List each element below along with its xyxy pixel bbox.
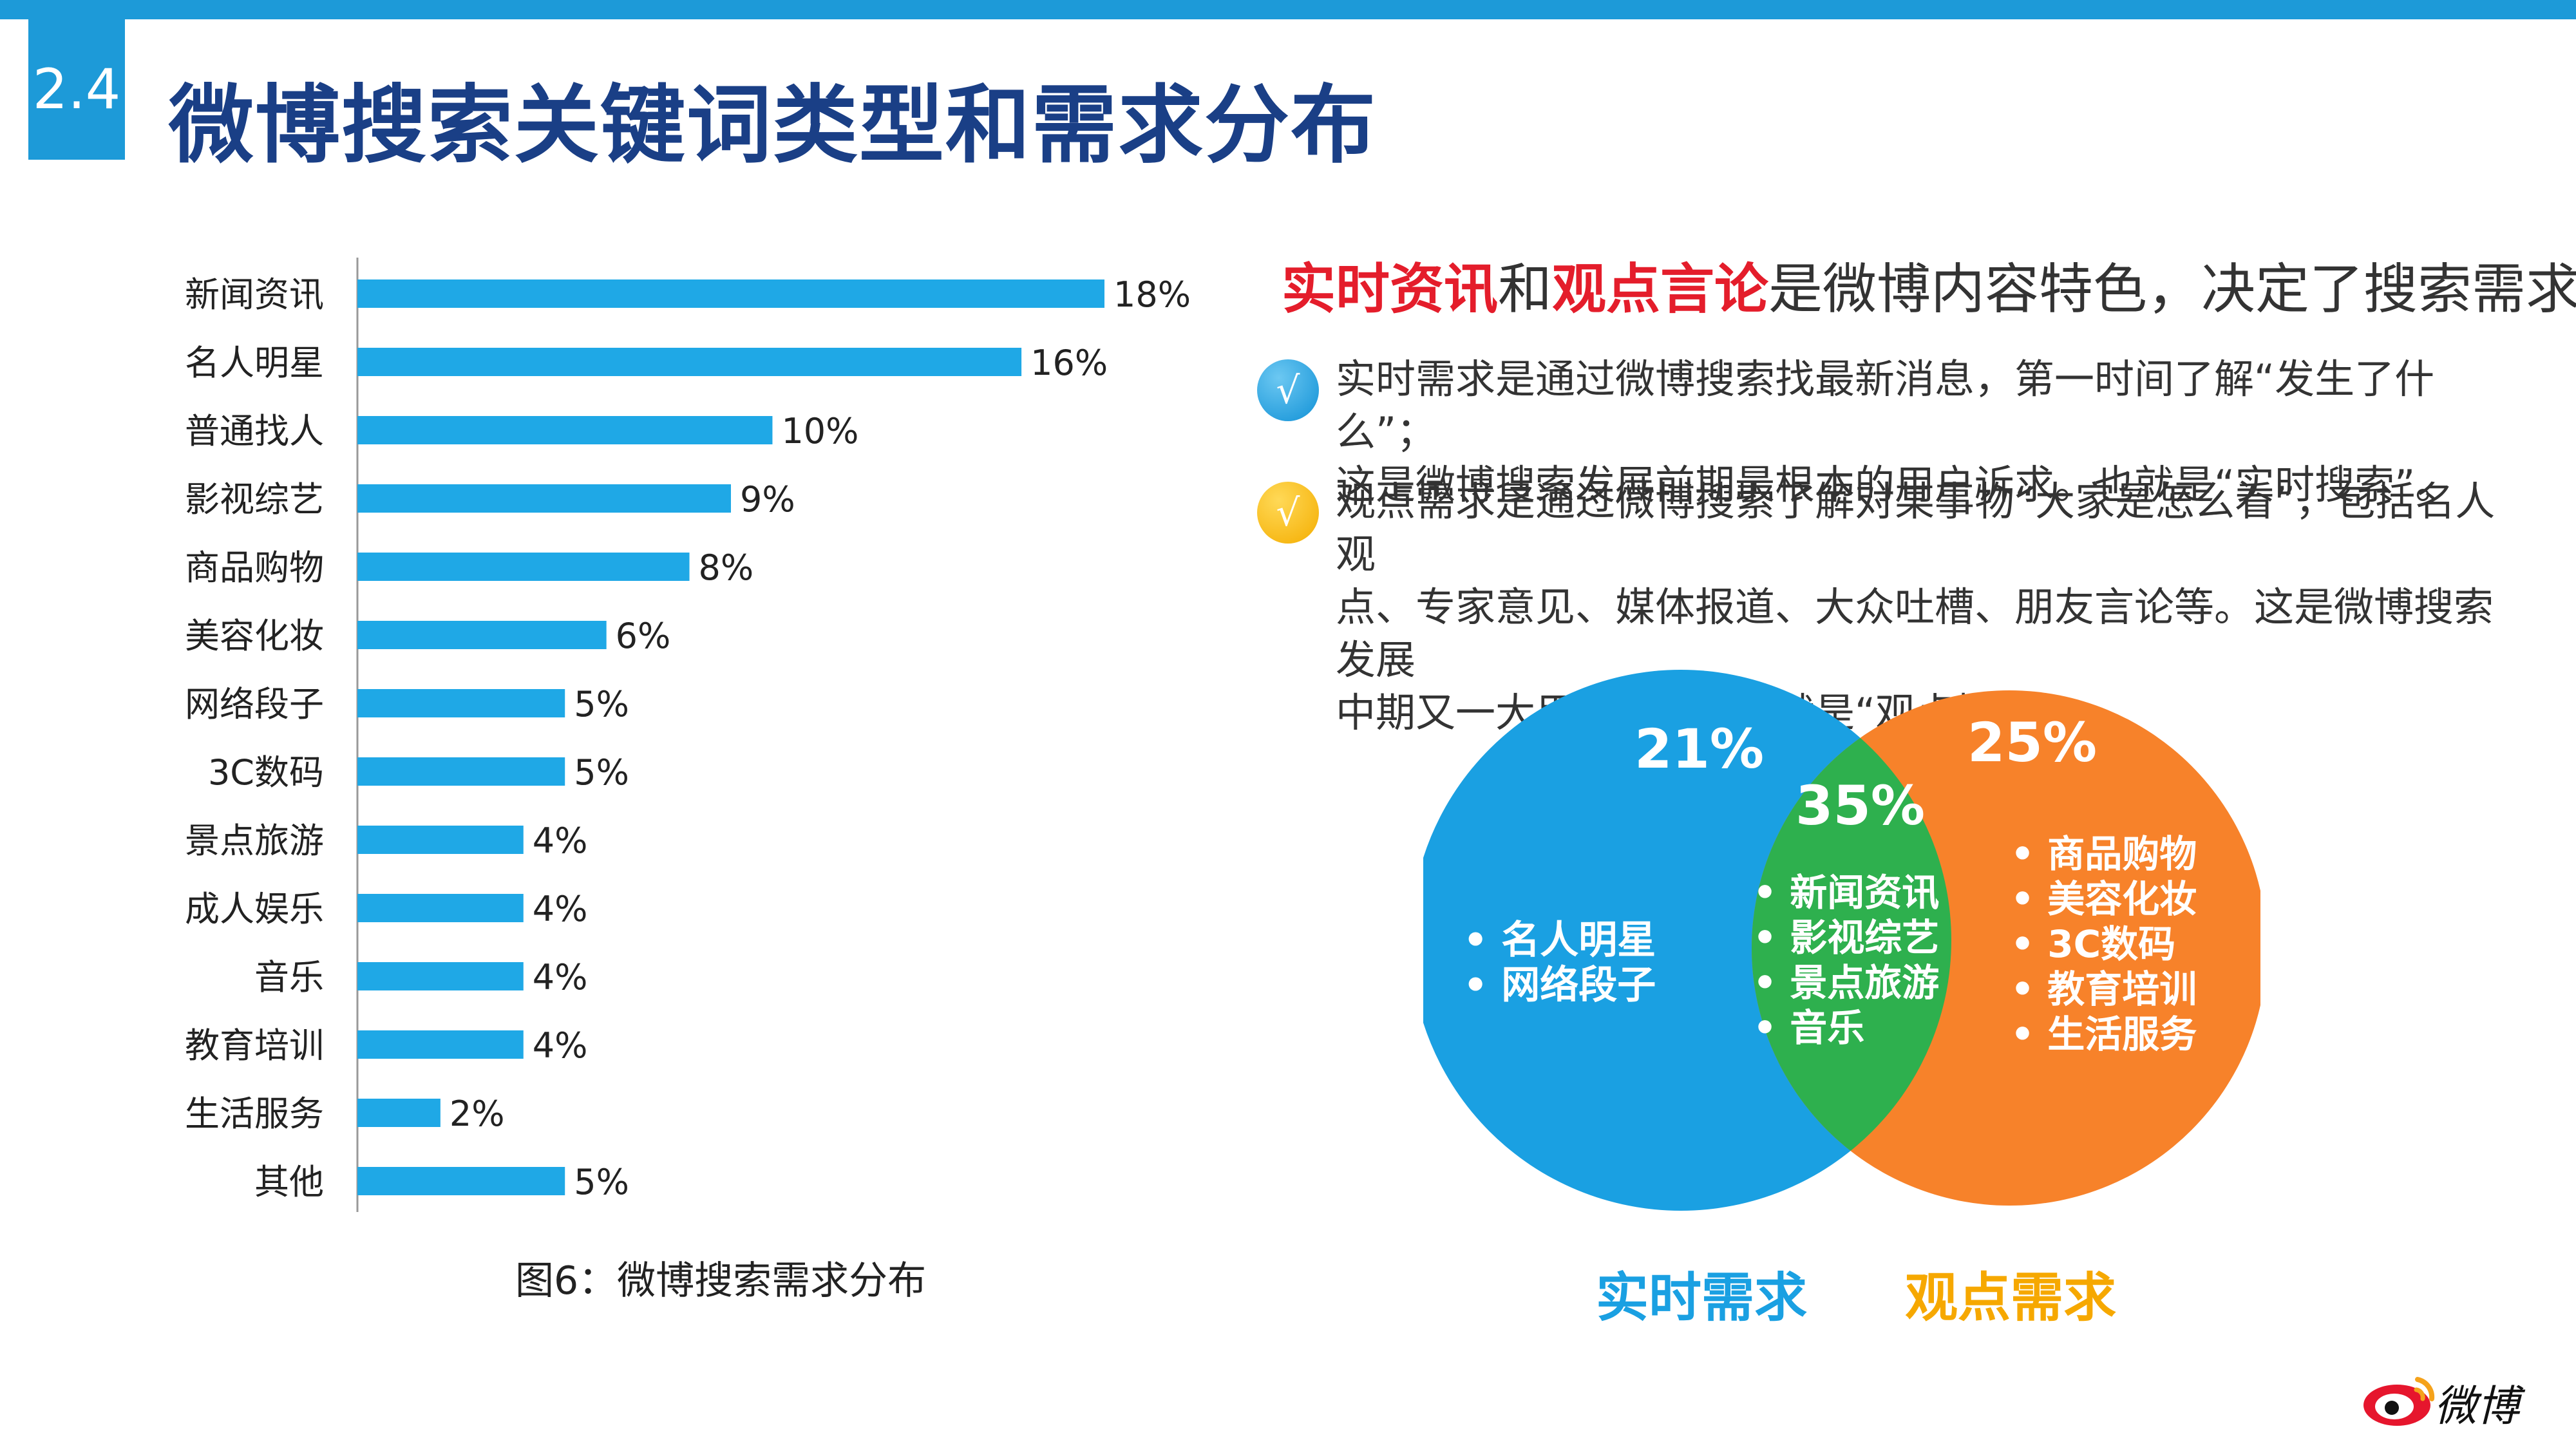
left-item: • 网络段子 <box>1463 963 1656 1008</box>
overlap-region <box>1752 690 1951 1206</box>
right-percent: 25% <box>1967 711 2097 774</box>
center-item: • 影视综艺 <box>1753 916 1939 960</box>
headline-realtime: 实时资讯 <box>1282 258 1499 321</box>
weibo-logo-icon <box>2363 1377 2435 1426</box>
category-label: 教育培训 <box>185 1025 324 1066</box>
venn-diagram: 21% • 名人明星 • 网络段子 35% • 新闻资讯 • 影视综艺 • 景点… <box>1423 670 2260 1211</box>
bar <box>357 348 1022 376</box>
category-label: 音乐 <box>254 957 324 998</box>
bar <box>357 962 524 990</box>
center-percent: 35% <box>1795 774 1925 837</box>
value-label: 10% <box>781 411 858 451</box>
bar <box>357 689 565 717</box>
chart-caption: 图6：微博搜索需求分布 <box>515 1258 927 1303</box>
top-accent-bar <box>0 0 2576 19</box>
category-label: 影视综艺 <box>185 479 324 520</box>
center-item: • 音乐 <box>1753 1006 1864 1050</box>
realtime-need-point: √ 实时需求是通过微博搜索找最新消息，第一时间了解“发生了什么”； 这是微博搜索… <box>1257 353 2513 511</box>
bar <box>357 621 607 649</box>
category-label: 成人娱乐 <box>185 889 324 929</box>
category-label: 3C数码 <box>208 752 324 793</box>
bar <box>357 826 524 854</box>
value-label: 16% <box>1030 343 1108 383</box>
headline-opinion: 观点言论 <box>1552 258 1769 321</box>
bar <box>357 553 690 581</box>
category-label: 美容化妆 <box>185 616 324 656</box>
bar <box>357 416 773 444</box>
value-label: 4% <box>533 1025 588 1066</box>
section-number-badge: 2.4 <box>28 19 125 160</box>
right-item: • 3C数码 <box>2011 922 2175 966</box>
category-label: 网络段子 <box>185 684 324 724</box>
bar <box>357 1167 565 1195</box>
center-item: • 新闻资讯 <box>1753 871 1939 914</box>
bar <box>357 484 731 513</box>
value-label: 9% <box>740 479 795 520</box>
bar <box>357 1030 524 1059</box>
value-label: 4% <box>533 957 588 998</box>
bar <box>357 894 524 922</box>
category-label: 普通找人 <box>185 411 324 451</box>
point-line: 点、专家意见、媒体报道、大众吐槽、朋友言论等。这是微博搜索发展 <box>1336 583 2494 683</box>
headline-rest: 是微博内容特色，决定了搜索需求特点 <box>1768 258 2576 321</box>
category-label: 新闻资讯 <box>185 274 324 315</box>
right-item: • 美容化妆 <box>2011 877 2197 921</box>
value-label: 6% <box>616 616 671 656</box>
page-title: 微博搜索关键词类型和需求分布 <box>169 76 1377 175</box>
value-label: 18% <box>1113 274 1191 315</box>
value-label: 2% <box>450 1094 505 1134</box>
weibo-logo-text: 微博 <box>2434 1381 2519 1431</box>
value-label: 8% <box>699 547 754 588</box>
opinion-need-label: 观点需求 <box>1905 1267 2117 1329</box>
bar <box>357 757 565 786</box>
point-line: 这是微博搜索发展前期最根本的用户诉求。也就是“实时搜索”。 <box>1336 461 2456 508</box>
value-label: 4% <box>533 889 588 929</box>
point-line: 观点需求是通过微博搜索了解对某事物“大家是怎么看”，包括名人观 <box>1336 478 2496 578</box>
realtime-need-label: 实时需求 <box>1596 1267 1808 1329</box>
right-item: • 生活服务 <box>2011 1012 2197 1056</box>
category-label: 景点旅游 <box>185 820 324 861</box>
headline: 实时资讯和观点言论是微博内容特色，决定了搜索需求特点 <box>1282 246 2576 324</box>
bar <box>357 279 1104 308</box>
bar <box>357 1099 440 1127</box>
category-label: 商品购物 <box>185 547 324 588</box>
left-percent: 21% <box>1634 717 1764 781</box>
right-item: • 商品购物 <box>2011 832 2197 876</box>
value-label: 4% <box>533 820 588 861</box>
check-icon: √ <box>1257 482 1319 544</box>
value-label: 5% <box>574 684 629 724</box>
value-label: 5% <box>574 1162 629 1202</box>
category-label: 名人明星 <box>185 343 324 383</box>
keyword-type-bar-chart: 新闻资讯 18% 名人明星 16% 普通找人 10% 影视综艺 9% 商品购物 8% 美容化妆 6% 网… <box>185 258 1191 1212</box>
center-item: • 景点旅游 <box>1753 961 1939 1005</box>
point-line: 实时需求是通过微博搜索找最新消息，第一时间了解“发生了什么”； <box>1336 355 2435 455</box>
headline-and: 和 <box>1498 258 1553 321</box>
category-label: 其他 <box>254 1162 324 1202</box>
left-item: • 名人明星 <box>1463 918 1656 963</box>
category-label: 生活服务 <box>185 1094 324 1134</box>
right-item: • 教育培训 <box>2011 967 2197 1011</box>
check-icon: √ <box>1257 359 1319 421</box>
value-label: 5% <box>574 752 629 793</box>
